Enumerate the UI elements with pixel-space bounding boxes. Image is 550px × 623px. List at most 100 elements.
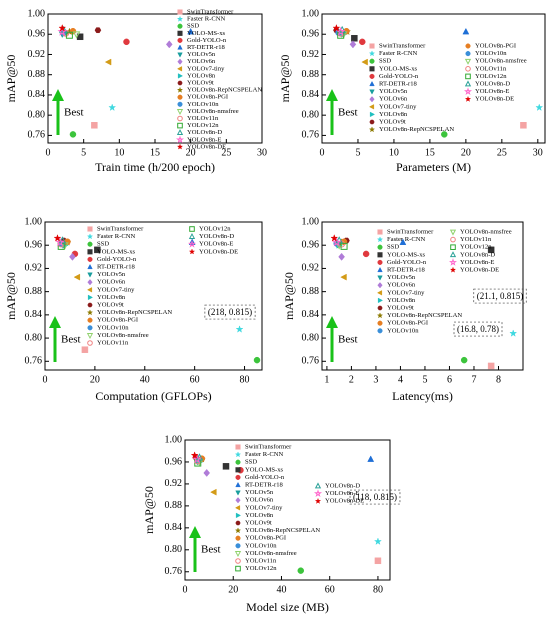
x-axis-label: Parameters (M) — [396, 160, 471, 174]
annotation: (218, 0.815) — [208, 307, 252, 317]
x-tick-label: 80 — [373, 584, 383, 595]
legend-label: YOLOv8n-E — [187, 136, 221, 143]
y-tick-label: 0.96 — [165, 456, 183, 467]
y-tick-label: 0.84 — [302, 89, 320, 100]
data-point — [487, 362, 495, 370]
x-tick-label: 5 — [422, 374, 427, 385]
data-point — [340, 273, 347, 281]
legend-label: YOLO-MS-xs — [245, 466, 284, 473]
chart-panel: 0.76 0.80 0.84 0.88 0.92 0.96 1.00 1 2 3 4 5 6 7 8 Late… — [282, 216, 527, 403]
legend-marker — [449, 266, 457, 273]
legend-marker — [87, 317, 93, 323]
legend-marker — [234, 505, 241, 511]
legend-marker — [87, 279, 93, 286]
legend-marker — [235, 535, 241, 541]
legend-label: YOLOv8n-D — [475, 81, 510, 88]
y-tick-label: 0.80 — [302, 332, 320, 343]
legend-label: YOLOv8n-D — [460, 251, 495, 258]
legend-label: YOLOv10n — [245, 542, 277, 549]
legend-label: YOLOv9t — [97, 302, 124, 309]
legend-label: YOLO-MS-xs — [97, 248, 136, 255]
legend-label: SwinTransformer — [97, 226, 144, 233]
legend-label: YOLOv8n-RepNCSPELAN — [379, 126, 454, 133]
y-axis-label: mAP@50 — [278, 55, 292, 103]
y-tick-label: 0.96 — [28, 29, 46, 40]
legend-marker — [463, 87, 473, 96]
legend-marker — [235, 444, 241, 450]
x-tick-label: 0 — [183, 584, 188, 595]
data-point — [349, 40, 357, 49]
legend-marker — [377, 244, 383, 250]
legend-marker — [377, 259, 383, 265]
best-label: Best — [338, 107, 358, 119]
data-point — [58, 236, 67, 244]
legend-marker — [235, 520, 241, 526]
y-tick-label: 0.92 — [28, 49, 46, 60]
legend-marker — [464, 95, 472, 102]
legend-marker — [177, 58, 183, 65]
annotation-box — [473, 288, 527, 304]
y-tick-label: 0.84 — [25, 309, 43, 320]
legend-marker — [368, 126, 376, 133]
y-tick-label: 1.00 — [25, 216, 43, 227]
legend-marker — [177, 94, 183, 100]
legend-label: RT-DETR-r18 — [387, 267, 426, 274]
x-tick-label: 60 — [325, 584, 335, 595]
legend-label: YOLOv8n-PGI — [475, 43, 516, 50]
data-point — [362, 250, 370, 258]
y-axis-label: mAP@50 — [4, 272, 18, 320]
legend-marker — [234, 451, 242, 458]
legend-marker — [176, 66, 183, 72]
x-tick-label: 30 — [257, 147, 267, 158]
plot-frame — [44, 221, 263, 371]
legend-marker — [235, 474, 241, 480]
legend-label: Faster R-CNN — [387, 236, 426, 243]
legend-marker — [177, 80, 183, 86]
legend-marker — [235, 467, 241, 473]
legend-marker — [86, 333, 94, 340]
data-point — [338, 252, 345, 261]
legend-label: YOLOv8n-nmsfree — [245, 550, 297, 557]
y-tick-label: 0.92 — [25, 263, 43, 274]
legend-marker — [235, 497, 241, 504]
data-point — [340, 242, 348, 250]
legend-label: SSD — [97, 241, 109, 248]
legend-label: YOLOv7-tiny — [187, 65, 225, 72]
y-tick-label: 0.76 — [302, 356, 320, 367]
legend-marker — [87, 272, 93, 278]
legend-label: YOLOv8n — [379, 111, 408, 118]
legend-marker — [87, 226, 93, 232]
legend-label: YOLOv5n — [379, 88, 408, 95]
x-tick-label: 20 — [228, 584, 238, 595]
data-point — [108, 103, 117, 112]
legend-marker — [450, 244, 456, 250]
legend-marker — [87, 249, 93, 255]
legend-marker — [87, 325, 93, 331]
legend-label: YOLOv8n-PGI — [387, 320, 428, 327]
legend-marker — [377, 320, 383, 326]
legend-marker — [369, 96, 375, 103]
legend-label: RT-DETR-r18 — [187, 44, 226, 51]
legend-marker — [175, 135, 185, 144]
legend-marker — [377, 266, 383, 273]
data-point — [53, 234, 62, 242]
x-tick-label: 10 — [389, 147, 399, 158]
legend-label: YOLOv8n-DE — [187, 143, 226, 150]
legend-label: YOLOv7-tiny — [245, 504, 283, 511]
data-point — [222, 463, 230, 470]
legend-marker — [235, 459, 241, 465]
legend-label: YOLOv8n-nmsfree — [97, 332, 149, 339]
plot-frame — [47, 13, 263, 144]
plot-frame — [184, 439, 391, 581]
data-point — [361, 58, 368, 66]
legend-label: SSD — [187, 23, 199, 30]
legend-marker — [376, 312, 384, 319]
legend-marker — [377, 275, 383, 281]
legend-label: YOLOv8n-PGI — [97, 317, 138, 324]
plot-frame — [321, 13, 546, 144]
x-axis-label: Latency(ms) — [392, 389, 453, 403]
legend-marker — [188, 248, 196, 255]
legend-label: YOLOv8n-E — [199, 241, 233, 248]
y-tick-label: 0.76 — [28, 130, 46, 141]
